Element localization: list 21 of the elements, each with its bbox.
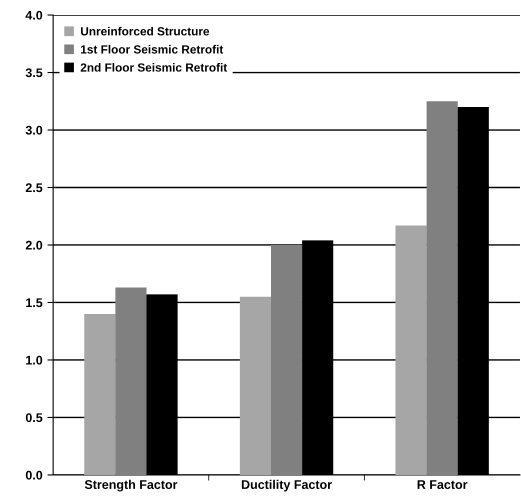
y-tick-label: 3.0 xyxy=(26,126,42,135)
bar xyxy=(240,296,271,475)
bar xyxy=(84,314,116,475)
y-tick-label: 2.0 xyxy=(26,240,42,250)
y-tick-label: 0.5 xyxy=(26,413,42,422)
legend-label: 1st Floor Seismic Retrofit xyxy=(81,44,224,54)
bar xyxy=(395,225,427,475)
y-tick-label: 4.0 xyxy=(26,10,42,20)
y-tick-label: 3.5 xyxy=(26,68,42,78)
y-tick-label: 0.0 xyxy=(26,470,42,480)
bar xyxy=(426,101,458,475)
legend-label: 2nd Floor Seismic Retrofit xyxy=(80,63,228,72)
x-tick-label: Ductility Factor xyxy=(242,480,332,492)
bar xyxy=(115,288,147,475)
y-tick-label: 1.0 xyxy=(26,356,42,365)
y-tick-label: 1.5 xyxy=(26,298,42,308)
bar xyxy=(270,244,302,475)
y-tick-label: 2.5 xyxy=(26,183,42,192)
legend-label: Unreinforced Structure xyxy=(81,26,210,36)
x-tick-label: Strength Factor xyxy=(84,480,178,492)
x-tick-label: R Factor xyxy=(418,480,468,489)
